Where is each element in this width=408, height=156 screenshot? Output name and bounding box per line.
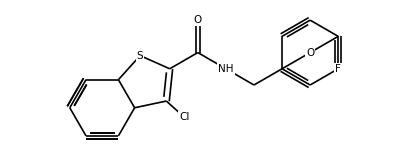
Text: Cl: Cl <box>179 112 190 122</box>
Text: O: O <box>306 48 314 58</box>
Text: NH: NH <box>218 64 234 74</box>
Text: O: O <box>194 15 202 25</box>
Text: S: S <box>137 51 144 61</box>
Text: F: F <box>335 64 341 74</box>
